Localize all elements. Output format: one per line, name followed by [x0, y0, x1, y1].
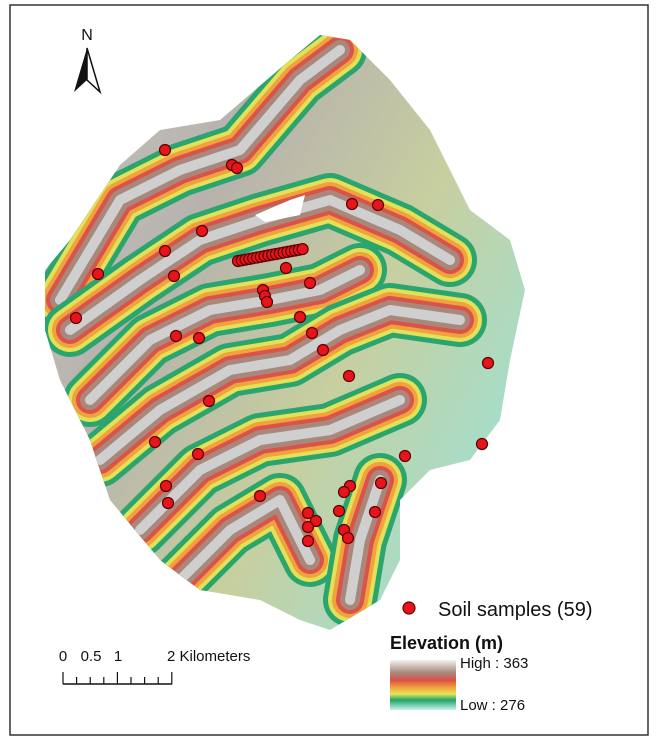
map: N Soil samples (59) Elevation (m) High :… — [0, 0, 659, 740]
sample-point — [71, 313, 82, 324]
sample-point — [163, 498, 174, 509]
sample-point — [160, 246, 171, 257]
sample-point — [169, 271, 180, 282]
sample-point — [303, 536, 314, 547]
sample-point — [477, 439, 488, 450]
legend-elevation-title: Elevation (m) — [390, 633, 503, 653]
sample-point — [171, 331, 182, 342]
sample-point — [197, 226, 208, 237]
sample-point — [150, 437, 161, 448]
scale-label: 0.5 — [81, 648, 102, 665]
scale-label: 1 — [114, 648, 122, 665]
sample-point — [297, 244, 308, 255]
sample-point — [334, 506, 345, 517]
legend-samples: Soil samples (59) — [438, 599, 593, 621]
sample-point — [339, 487, 350, 498]
sample-point — [344, 371, 355, 382]
terrain — [0, 0, 659, 740]
sample-point — [343, 533, 354, 544]
sample-point — [281, 263, 292, 274]
sample-point — [194, 333, 205, 344]
sample-point — [400, 451, 411, 462]
sample-point — [305, 278, 316, 289]
sample-point — [303, 522, 314, 533]
sample-point — [204, 396, 215, 407]
sample-point — [370, 507, 381, 518]
sample-point — [373, 200, 384, 211]
legend-high: High : 363 — [460, 655, 528, 672]
sample-point — [376, 478, 387, 489]
sample-point — [483, 358, 494, 369]
legend-low: Low : 276 — [460, 697, 525, 714]
sample-point — [193, 449, 204, 460]
sample-point — [307, 328, 318, 339]
sample-point — [318, 345, 329, 356]
legend-sample-symbol — [403, 602, 415, 614]
north-arrow: N — [74, 27, 100, 92]
sample-point — [262, 297, 273, 308]
scale-label: 2 Kilometers — [167, 648, 250, 665]
sample-point — [255, 491, 266, 502]
sample-point — [295, 312, 306, 323]
sample-point — [347, 199, 358, 210]
north-label: N — [81, 27, 93, 44]
scale-label: 0 — [59, 648, 67, 665]
legend-ramp — [390, 660, 456, 710]
sample-point — [232, 163, 243, 174]
scale-bar: 0 0.5 1 2 Kilometers — [59, 648, 251, 684]
sample-point — [160, 145, 171, 156]
sample-point — [161, 481, 172, 492]
sample-point — [93, 269, 104, 280]
